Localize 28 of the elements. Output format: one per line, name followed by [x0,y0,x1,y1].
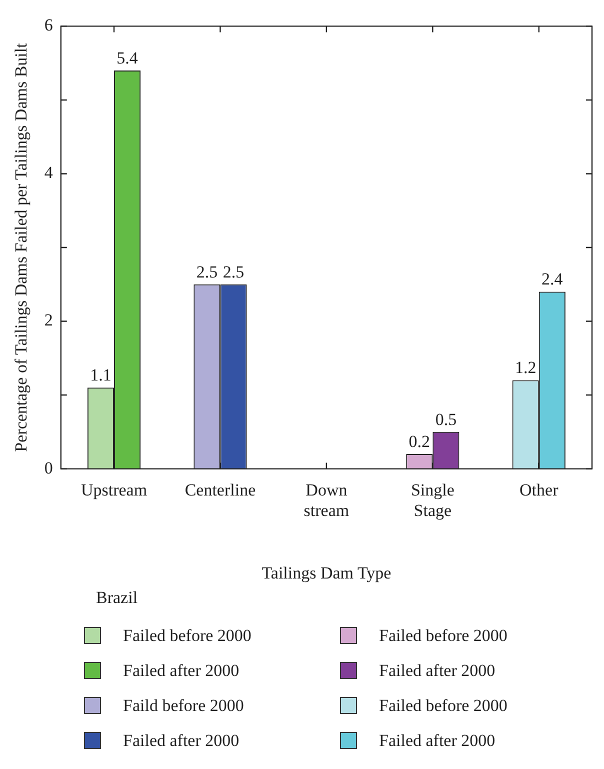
legend-label: Faild before 2000 [123,696,244,716]
legend-title: Brazil [95,588,139,608]
x-tick-label: Upstream [80,480,148,500]
data-label: 1.2 [514,358,536,378]
legend-label: Failed before 2000 [379,696,508,716]
x-tick-label: Single Stage [410,480,454,520]
legend-label: Failed after 2000 [123,730,240,750]
y-tick-label: 6 [44,16,53,35]
x-axis-title: Tailings Dam Type [262,563,392,582]
legend-label: Failed after 2000 [379,660,496,680]
data-label: 0.5 [435,410,457,429]
legend-label: Failed before 2000 [123,626,252,646]
y-axis-title: Percentage of Tailings Dams Failed per Tailings Dams Built [12,42,31,452]
legend-label: Failed after 2000 [123,660,240,680]
y-tick-label: 0 [44,458,53,478]
data-label: 5.4 [116,48,138,68]
y-tick-label: 2 [44,310,53,330]
y-tick-label: 4 [44,163,54,182]
data-label: 2.5 [222,262,244,282]
x-tick-label: Other [520,480,559,500]
data-label: 1.1 [90,366,112,385]
x-tick-label: Centerline [184,480,256,500]
data-label: 0.2 [408,432,430,452]
data-label: 2.5 [196,262,218,282]
x-tick-label: Down stream [304,480,350,520]
legend-label: Failed before 2000 [379,626,508,646]
data-label: 2.4 [542,270,564,289]
legend-label: Failed after 2000 [379,730,496,750]
